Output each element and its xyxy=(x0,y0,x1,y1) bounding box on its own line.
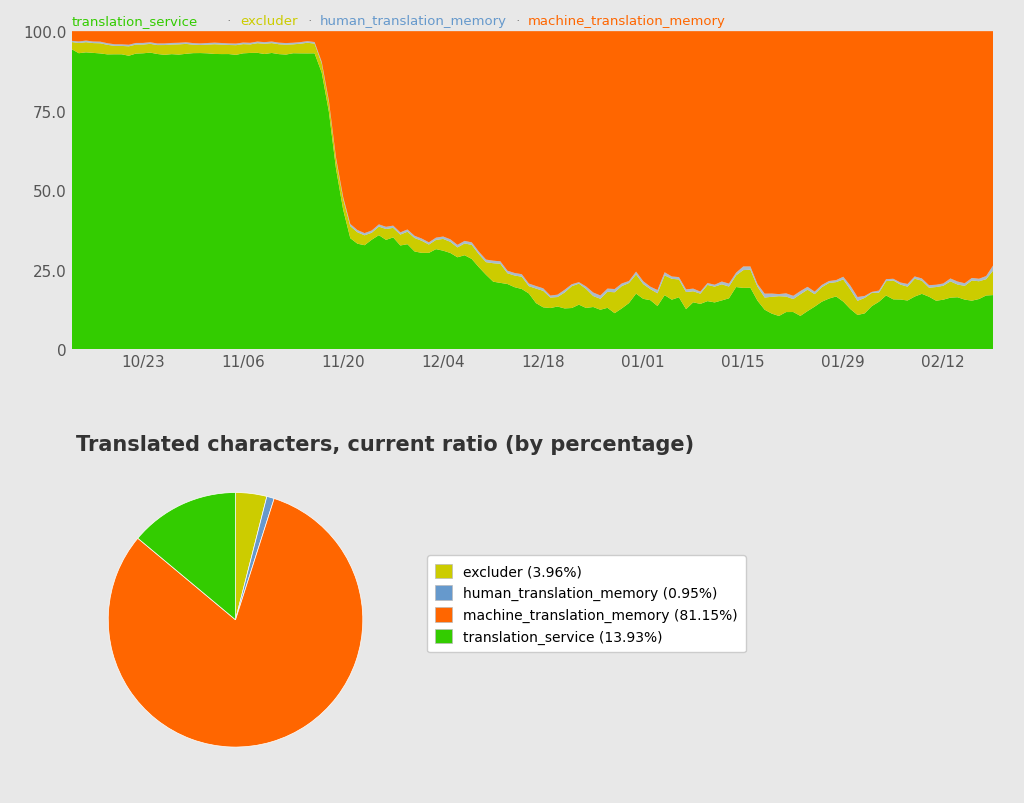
Text: ·: · xyxy=(512,15,524,28)
Wedge shape xyxy=(236,497,274,620)
Text: machine_translation_memory: machine_translation_memory xyxy=(528,15,726,28)
Text: ·: · xyxy=(304,15,316,28)
Wedge shape xyxy=(236,493,267,620)
Text: human_translation_memory: human_translation_memory xyxy=(321,15,507,28)
Wedge shape xyxy=(138,493,236,620)
Text: translation_service: translation_service xyxy=(72,15,198,28)
Text: Translated characters, current ratio (by percentage): Translated characters, current ratio (by… xyxy=(77,434,694,454)
Legend: excluder (3.96%), human_translation_memory (0.95%), machine_translation_memory (: excluder (3.96%), human_translation_memo… xyxy=(427,556,746,653)
Text: ·: · xyxy=(223,15,237,28)
Text: excluder: excluder xyxy=(240,15,297,28)
Wedge shape xyxy=(109,499,362,747)
